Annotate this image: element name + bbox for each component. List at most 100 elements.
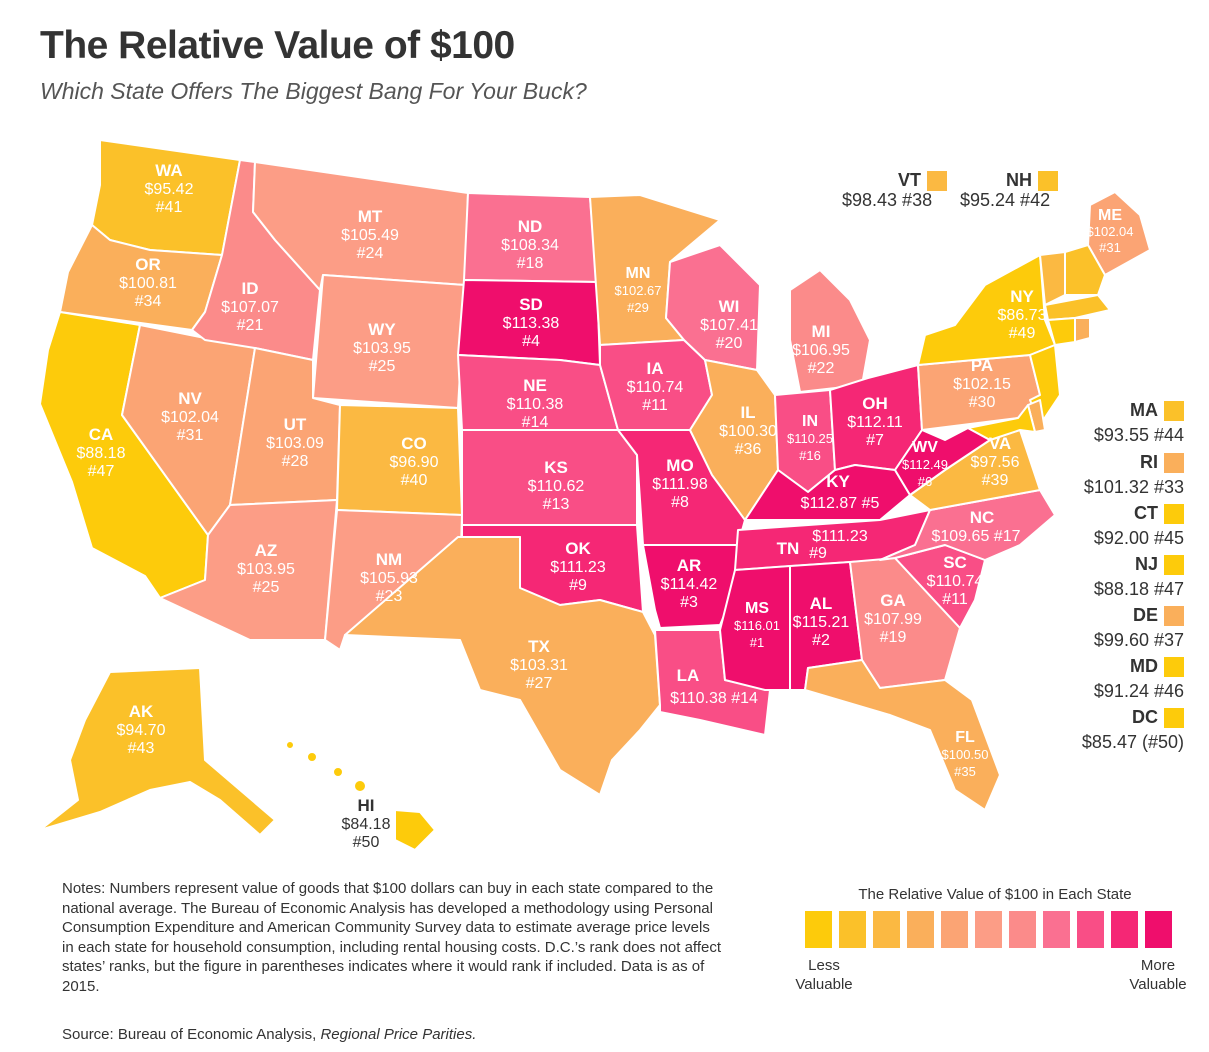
label-GA: GA $107.99 #19 — [864, 591, 922, 646]
label-PA: PA $102.15 #30 — [953, 356, 1011, 411]
label-VA: VA $97.56 #39 — [971, 434, 1020, 489]
label-NC-value: $109.65 #17 — [932, 528, 1021, 545]
source-prefix: Source: Bureau of Economic Analysis, — [62, 1026, 321, 1043]
label-CO: CO $96.90 #40 — [390, 434, 439, 489]
callout-DC-value: $85.47 (#50) — [1081, 732, 1184, 752]
label-CA: CA $88.18 #47 — [77, 425, 126, 480]
label-ID: ID $107.07 #21 — [221, 279, 279, 334]
callout-MA-abbr: MA — [1130, 400, 1158, 420]
swatch-DE — [1164, 606, 1184, 627]
map-title: The Relative Value of $100 — [40, 24, 515, 67]
label-NY: NY $86.73 #49 — [998, 287, 1047, 342]
callout-NJ-abbr: NJ — [1134, 554, 1158, 574]
state-HI[interactable] — [285, 740, 436, 851]
state-VT[interactable] — [1039, 251, 1066, 306]
label-LA-value: $110.38 #14 — [670, 690, 758, 707]
label-AR: AR $114.42 #3 — [661, 556, 718, 611]
swatch-VT — [927, 171, 947, 192]
swatch-MD — [1164, 657, 1184, 678]
label-KS: KS $110.62 #13 — [528, 458, 585, 513]
label-MN: MN $102.67 #29 — [615, 265, 662, 315]
label-ME: ME $102.04 #31 — [1087, 207, 1134, 255]
label-WV: WV $112.49 #6 — [902, 439, 948, 489]
callout-DC-abbr: DC — [1132, 707, 1158, 727]
callout-MD: MD — [1060, 656, 1184, 678]
swatch-DC — [1164, 708, 1184, 729]
us-map: WA $95.42 #41 OR $100.81 #34 CA $88.18 #47 ID $… — [39, 139, 1151, 851]
label-KY-value: $112.87 #5 — [801, 495, 880, 512]
state-TX[interactable] — [344, 536, 661, 796]
callout-NJ: NJ — [1060, 554, 1184, 576]
state-KY[interactable] — [744, 464, 911, 521]
label-AK: AK $94.70 #43 — [117, 702, 166, 757]
callout-MD-value: $91.24 #46 — [1093, 681, 1184, 701]
callout-DE-value: $99.60 #37 — [1093, 630, 1184, 650]
state-MD[interactable] — [967, 404, 1036, 441]
callout-NJ-value: $88.18 #47 — [1093, 579, 1184, 599]
callout-CT-abbr: CT — [1134, 503, 1158, 523]
callout-RI-value: $101.32 #33 — [1083, 477, 1184, 497]
legend-less-label: Less Valuable — [795, 957, 853, 993]
state-NC[interactable] — [879, 489, 1056, 561]
legend-swatch-6 — [975, 911, 1002, 948]
legend-swatch-5 — [941, 911, 968, 948]
state-NH[interactable] — [1064, 244, 1106, 296]
swatch-NJ — [1164, 555, 1184, 576]
legend-more-label: More Valuable — [1129, 957, 1187, 993]
callout-CT: CT — [1060, 503, 1184, 525]
state-FL[interactable] — [804, 659, 1001, 811]
label-SD: SD $113.38 #4 — [503, 295, 560, 350]
label-AZ: AZ $103.95 #25 — [237, 541, 295, 596]
notes-text: Notes: Numbers represent value of goods … — [62, 880, 722, 995]
label-WY: WY $103.95 #25 — [353, 320, 411, 375]
legend-swatch-10 — [1111, 911, 1138, 948]
label-FL: FL $100.50 #35 — [942, 729, 989, 779]
state-RI[interactable] — [1074, 317, 1091, 343]
label-IL: IL $100.30 #36 — [719, 403, 777, 458]
state-NY[interactable] — [917, 254, 1056, 366]
callout-DE: DE — [1060, 605, 1184, 627]
callout-VT: VT — [842, 170, 947, 192]
label-NE: NE $110.38 #14 — [507, 376, 564, 431]
callout-CT-value: $92.00 #45 — [1093, 528, 1184, 548]
callout-VT-abbr: VT — [897, 170, 921, 190]
label-KY: KY — [826, 472, 850, 491]
callout-MA-value: $93.55 #44 — [1093, 425, 1184, 445]
state-MI[interactable] — [789, 269, 871, 393]
label-OK: OK $111.23 #9 — [550, 539, 606, 594]
label-TN: TN — [777, 539, 800, 558]
label-TX: TX $103.31 #27 — [510, 637, 568, 692]
label-TN-rank: #9 — [809, 545, 827, 562]
callout-VT-value: $98.43 #38 — [842, 190, 933, 210]
label-NC: NC — [970, 508, 995, 527]
legend-scale — [805, 911, 1179, 948]
label-ND: ND $108.34 #18 — [501, 217, 559, 272]
legend-swatch-11 — [1145, 911, 1172, 948]
callout-DC: DC — [1060, 707, 1184, 729]
source-title: Regional Price Parities. — [320, 1026, 477, 1043]
swatch-MA — [1164, 401, 1184, 422]
legend-swatch-3 — [873, 911, 900, 948]
label-NM: NM $105.93 #23 — [360, 550, 418, 605]
label-WA: WA $95.42 #41 — [145, 161, 194, 216]
swatch-NH — [1038, 171, 1058, 192]
source-text: Source: Bureau of Economic Analysis, Reg… — [62, 1026, 476, 1043]
label-UT: UT $103.09 #28 — [266, 415, 324, 470]
map-subtitle: Which State Offers The Biggest Bang For … — [40, 78, 587, 104]
label-OH: OH $112.11 #7 — [847, 394, 903, 449]
label-LA: LA — [677, 666, 700, 685]
swatch-CT — [1164, 504, 1184, 525]
state-MA[interactable] — [1044, 294, 1111, 321]
legend-swatch-9 — [1077, 911, 1104, 948]
callout-NH-abbr: NH — [1006, 170, 1032, 190]
label-IN: IN $110.25 #16 — [787, 413, 833, 463]
legend-swatch-4 — [907, 911, 934, 948]
legend-title: The Relative Value of $100 in Each State — [858, 886, 1132, 903]
legend-swatch-8 — [1043, 911, 1070, 948]
state-AK[interactable] — [39, 667, 276, 836]
legend-swatch-2 — [839, 911, 866, 948]
label-WI: WI $107.41 #20 — [700, 297, 758, 352]
label-MO: MO $111.98 #8 — [652, 456, 708, 511]
legend-swatch-7 — [1009, 911, 1036, 948]
state-KS[interactable] — [461, 429, 638, 526]
